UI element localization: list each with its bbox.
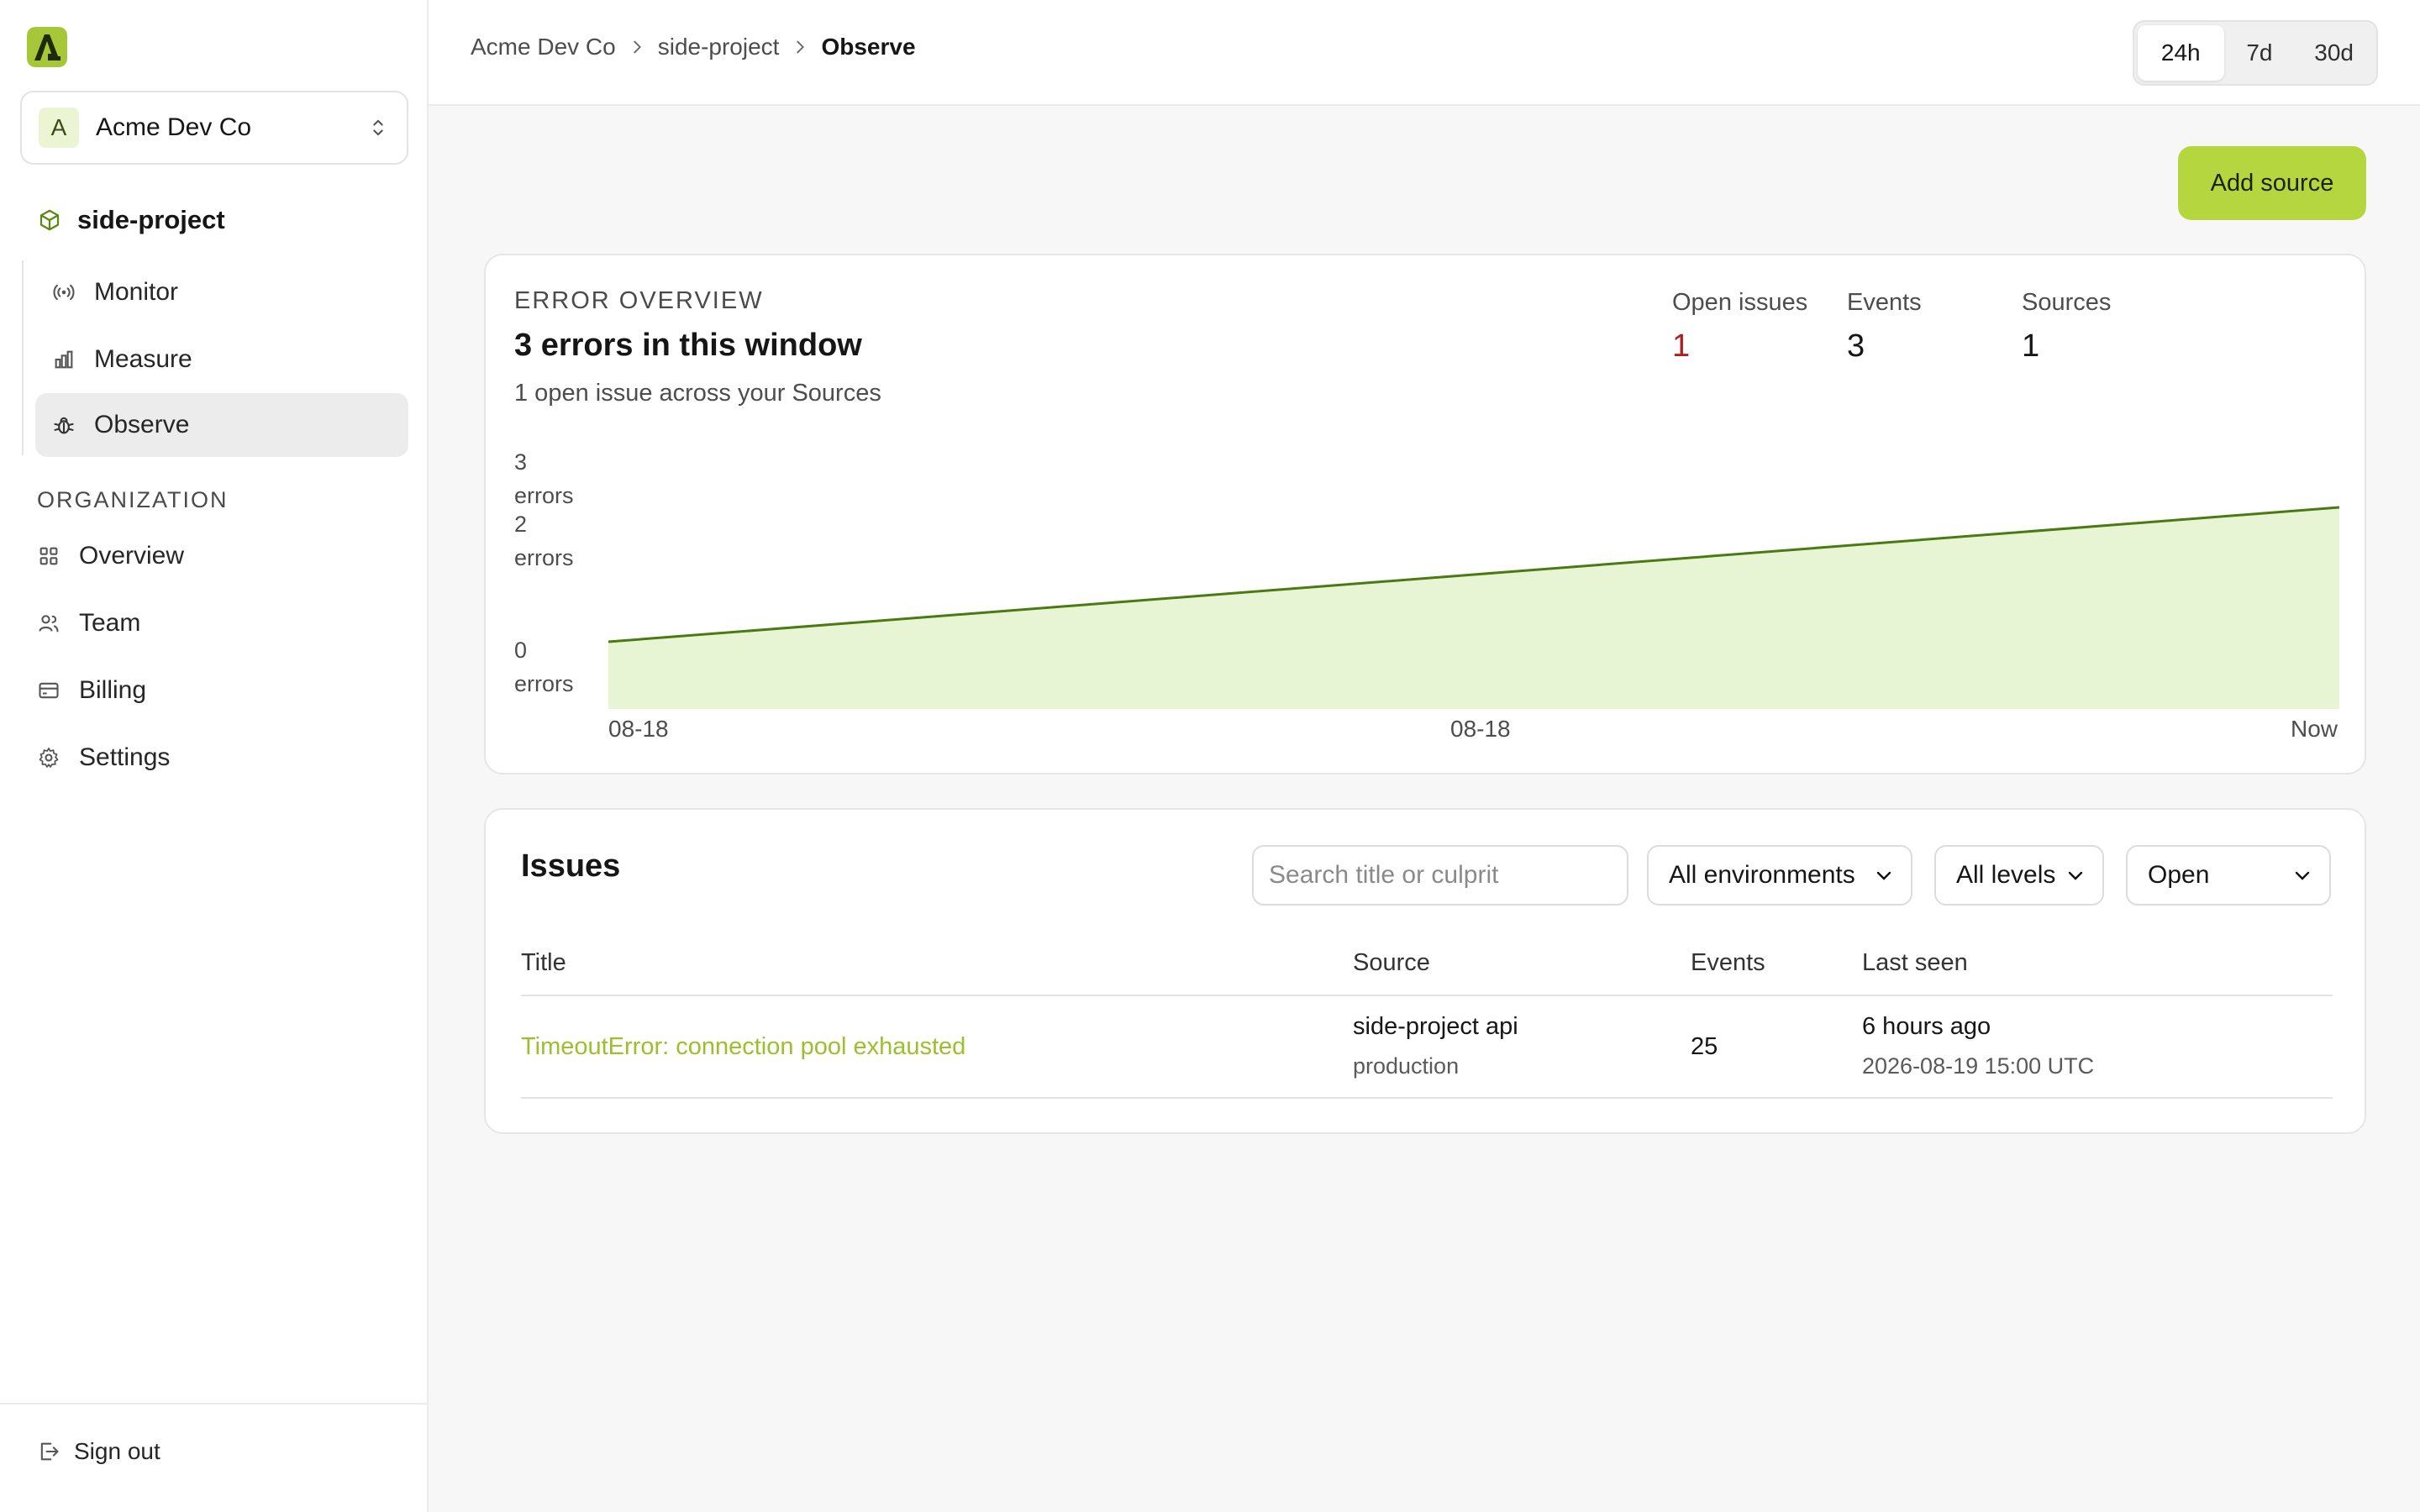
y-tick-label: 0 errors bbox=[514, 638, 574, 696]
status-select[interactable]: Open bbox=[2126, 845, 2331, 906]
sign-out-icon bbox=[40, 1442, 59, 1461]
nav-label: Billing bbox=[79, 676, 147, 704]
issue-search-input[interactable] bbox=[1252, 845, 1628, 906]
x-tick-label: Now bbox=[2291, 716, 2338, 742]
cube-icon bbox=[39, 209, 60, 231]
org-name: Acme Dev Co bbox=[96, 113, 252, 141]
column-header-source[interactable]: Source bbox=[1353, 949, 1430, 976]
sidebar-footer: Sign out bbox=[0, 1403, 427, 1512]
issue-last-seen: 6 hours ago bbox=[1862, 1013, 1991, 1040]
stat-value: 3 bbox=[1847, 328, 1865, 364]
level-select[interactable]: All levels bbox=[1934, 845, 2104, 906]
range-30d-button[interactable]: 30d bbox=[2314, 39, 2354, 66]
nav-item-observe[interactable]: Observe bbox=[35, 393, 408, 457]
overview-subtitle: 1 open issue across your Sources bbox=[514, 380, 881, 407]
error-overview-card: ERROR OVERVIEW 3 errors in this window 1… bbox=[484, 254, 2366, 774]
section-label-organization: ORGANIZATION bbox=[37, 487, 229, 512]
nav-label: Settings bbox=[79, 743, 171, 771]
sidebar: A Acme Dev Co side-project Monitor Measu… bbox=[0, 0, 429, 1512]
logo-icon bbox=[34, 34, 60, 60]
stat-events: Events 3 bbox=[1847, 289, 1922, 365]
subnav-divider bbox=[22, 260, 24, 455]
nav-item-billing[interactable]: Billing bbox=[20, 659, 408, 722]
credit-card-icon bbox=[39, 682, 59, 699]
bar-chart-icon bbox=[55, 350, 73, 369]
issue-title-link[interactable]: TimeoutError: connection pool exhausted bbox=[521, 1033, 966, 1060]
sign-out-label: Sign out bbox=[74, 1438, 160, 1464]
nav-item-settings[interactable]: Settings bbox=[20, 726, 408, 790]
bug-icon bbox=[54, 417, 74, 434]
issues-card: Issues All environments All levels Open … bbox=[484, 808, 2366, 1134]
users-icon bbox=[39, 615, 59, 633]
breadcrumb: Acme Dev Co side-project Observe bbox=[471, 34, 916, 60]
level-select-value: All levels bbox=[1956, 861, 2056, 889]
issue-environment: production bbox=[1353, 1053, 1460, 1079]
stat-value: 1 bbox=[1672, 328, 1691, 364]
issues-title: Issues bbox=[521, 848, 621, 884]
nav-item-measure[interactable]: Measure bbox=[35, 328, 408, 391]
x-tick-label: 08-18 bbox=[608, 716, 669, 742]
chart-area-fill bbox=[608, 507, 2339, 709]
chevron-right-icon bbox=[797, 40, 805, 54]
error-area-chart bbox=[608, 506, 2339, 709]
nav-label: Team bbox=[79, 609, 141, 637]
chevron-down-icon bbox=[2295, 871, 2310, 880]
column-header-events[interactable]: Events bbox=[1691, 949, 1765, 976]
org-avatar: A bbox=[39, 108, 79, 148]
chevron-down-icon bbox=[2068, 871, 2083, 880]
status-select-value: Open bbox=[2148, 861, 2210, 889]
table-row-divider bbox=[521, 1097, 2333, 1099]
breadcrumb-org[interactable]: Acme Dev Co bbox=[471, 34, 616, 60]
gear-icon bbox=[39, 748, 59, 768]
org-switcher[interactable]: A Acme Dev Co bbox=[20, 91, 408, 165]
add-source-button[interactable]: Add source bbox=[2178, 146, 2366, 220]
nav-label: Measure bbox=[94, 345, 192, 373]
issue-source: side-project api bbox=[1353, 1013, 1518, 1040]
y-tick-label: 2 errors bbox=[514, 512, 574, 570]
x-tick-label: 08-18 bbox=[1450, 716, 1511, 742]
range-7d-button[interactable]: 7d bbox=[2246, 39, 2273, 66]
nav-item-team[interactable]: Team bbox=[20, 591, 408, 655]
nav-label: Observe bbox=[94, 411, 190, 438]
overview-label: ERROR OVERVIEW bbox=[514, 287, 764, 314]
time-range-toggle: 24h 7d 30d bbox=[2133, 20, 2378, 86]
breadcrumb-project[interactable]: side-project bbox=[657, 34, 780, 60]
nav-label: Overview bbox=[79, 542, 185, 570]
stat-value: 1 bbox=[2022, 328, 2040, 364]
stat-open-issues: Open issues 1 bbox=[1672, 289, 1807, 365]
broadcast-icon bbox=[53, 284, 75, 301]
environment-select-value: All environments bbox=[1669, 861, 1855, 889]
range-24h-button[interactable]: 24h bbox=[2138, 25, 2224, 81]
nav-item-overview[interactable]: Overview bbox=[20, 524, 408, 588]
breadcrumb-current: Observe bbox=[821, 34, 916, 60]
chevron-right-icon bbox=[634, 40, 641, 54]
nav-item-monitor[interactable]: Monitor bbox=[35, 260, 408, 324]
column-header-title[interactable]: Title bbox=[521, 949, 566, 976]
y-tick-label: 3 errors bbox=[514, 449, 574, 508]
environment-select[interactable]: All environments bbox=[1647, 845, 1912, 906]
grid-icon bbox=[39, 547, 58, 565]
app-logo[interactable] bbox=[27, 27, 67, 67]
chevron-down-icon bbox=[1876, 871, 1891, 880]
overview-title: 3 errors in this window bbox=[514, 328, 862, 363]
stat-sources: Sources 1 bbox=[2022, 289, 2111, 365]
stat-label: Open issues bbox=[1672, 289, 1808, 316]
stat-label: Events bbox=[1847, 289, 1922, 316]
column-header-last-seen[interactable]: Last seen bbox=[1862, 949, 1968, 976]
top-bar: Acme Dev Co side-project Observe 24h 7d … bbox=[429, 0, 2420, 106]
table-header-divider bbox=[521, 995, 2333, 996]
issue-event-count: 25 bbox=[1691, 1033, 1718, 1060]
issue-last-seen-timestamp: 2026-08-19 15:00 UTC bbox=[1862, 1053, 2095, 1079]
chart-series-line bbox=[608, 506, 2339, 643]
chevron-up-down-icon bbox=[373, 119, 383, 136]
project-heading[interactable]: side-project bbox=[37, 205, 225, 235]
project-name: side-project bbox=[77, 205, 225, 234]
stat-label: Sources bbox=[2022, 289, 2112, 316]
nav-label: Monitor bbox=[94, 278, 179, 306]
sign-out-button[interactable]: Sign out bbox=[37, 1438, 160, 1465]
